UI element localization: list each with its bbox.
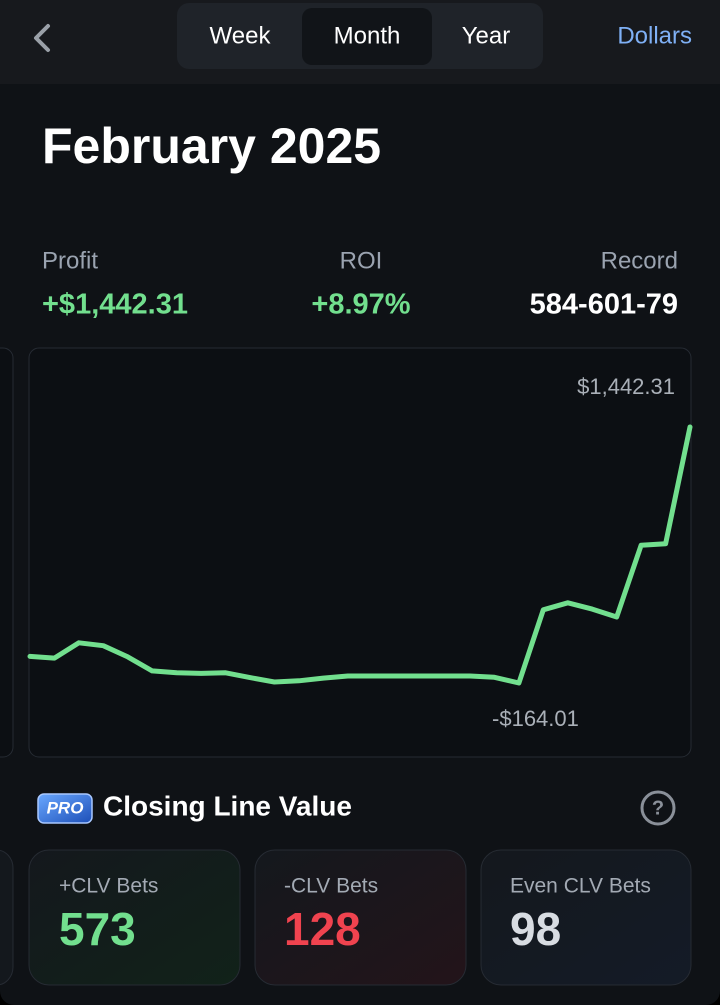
card-value: 98 <box>510 903 561 955</box>
chart-card <box>28 347 692 758</box>
stat-value: 584-601-79 <box>530 289 678 321</box>
stat-label: Record <box>601 247 678 274</box>
tab[interactable]: Week <box>210 22 272 49</box>
section-title: Closing Line Value <box>103 790 352 821</box>
stat-value: +$1,442.31 <box>42 289 188 321</box>
card-label: -CLV Bets <box>284 875 378 898</box>
card-label: +CLV Bets <box>59 875 158 898</box>
clv-card[interactable] <box>254 849 467 986</box>
clv-card[interactable] <box>28 849 241 986</box>
profit-line <box>27 424 693 686</box>
help-button[interactable] <box>640 790 676 826</box>
tab[interactable]: Month <box>334 22 401 49</box>
card-value: 573 <box>59 903 136 955</box>
prev-card-edge <box>0 849 14 986</box>
stat-value: +8.97% <box>311 289 410 321</box>
card-value: 128 <box>284 903 361 955</box>
page-title: February 2025 <box>42 118 381 174</box>
prev-card-edge <box>0 347 14 758</box>
stat-label: Profit <box>42 247 98 274</box>
active-tab <box>302 8 432 65</box>
pro-badge-text: PRO <box>47 798 84 817</box>
back-button[interactable] <box>34 24 50 52</box>
max-label: $1,442.31 <box>577 374 675 399</box>
unit-toggle[interactable]: Dollars <box>617 22 692 49</box>
pro-badge <box>37 793 93 824</box>
card-label: Even CLV Bets <box>510 875 651 898</box>
help-icon: ? <box>652 797 664 819</box>
tab[interactable]: Year <box>462 22 511 49</box>
clv-card[interactable] <box>480 849 692 986</box>
min-label: -$164.01 <box>492 706 579 731</box>
stat-label: ROI <box>340 247 383 274</box>
